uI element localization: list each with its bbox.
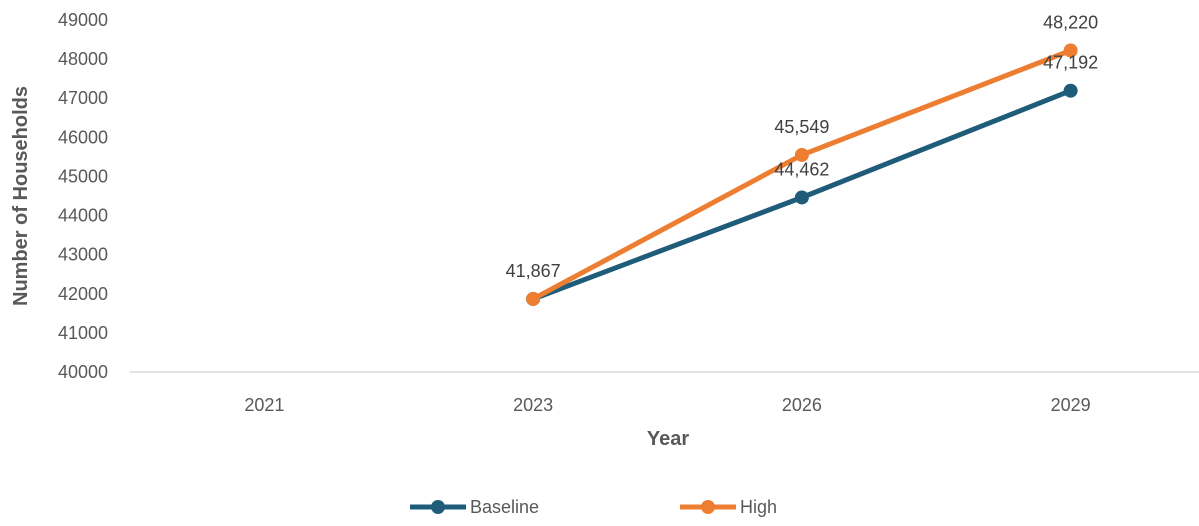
y-tick-label: 47000 xyxy=(58,88,108,108)
legend-item-high: High xyxy=(680,497,777,517)
data-label-baseline: 44,462 xyxy=(774,159,829,179)
y-axis-title: Number of Households xyxy=(10,86,32,306)
data-label-high: 45,549 xyxy=(774,117,829,137)
x-tick-label: 2021 xyxy=(244,395,284,415)
x-tick-label: 2029 xyxy=(1051,395,1091,415)
legend-label: High xyxy=(740,497,777,517)
series-layer xyxy=(526,43,1078,306)
x-tick-label: 2026 xyxy=(782,395,822,415)
legend-marker-swatch xyxy=(431,500,445,514)
data-point-high xyxy=(526,291,541,306)
data-label-baseline: 41,867 xyxy=(506,261,561,281)
legend-marker-swatch xyxy=(701,500,715,514)
y-tick-label: 49000 xyxy=(58,10,108,30)
data-label-baseline: 47,192 xyxy=(1043,53,1098,73)
x-tick-label: 2023 xyxy=(513,395,553,415)
data-point-high xyxy=(794,147,809,162)
y-tick-label: 44000 xyxy=(58,206,108,226)
y-axis-ticks: 40000 41000 42000 43000 44000 45000 46000 47000… xyxy=(58,10,108,382)
legend-item-baseline: Baseline xyxy=(410,497,539,517)
y-tick-label: 40000 xyxy=(58,362,108,382)
y-tick-label: 45000 xyxy=(58,166,108,186)
y-tick-label: 48000 xyxy=(58,49,108,69)
legend-label: Baseline xyxy=(470,497,539,517)
data-point-high xyxy=(1063,43,1078,58)
y-tick-label: 41000 xyxy=(58,323,108,343)
data-point-baseline xyxy=(1063,83,1078,98)
data-label-high: 48,220 xyxy=(1043,13,1098,33)
y-tick-label: 43000 xyxy=(58,245,108,265)
data-point-baseline xyxy=(794,190,809,205)
y-tick-label: 46000 xyxy=(58,127,108,147)
legend: Baseline High xyxy=(410,497,777,517)
y-tick-label: 42000 xyxy=(58,284,108,304)
data-labels: 41,867 44,462 47,192 45,549 48,220 xyxy=(506,13,1099,281)
x-axis-ticks: 2021 2023 2026 2029 xyxy=(244,395,1090,415)
x-axis-title: Year xyxy=(647,428,689,450)
